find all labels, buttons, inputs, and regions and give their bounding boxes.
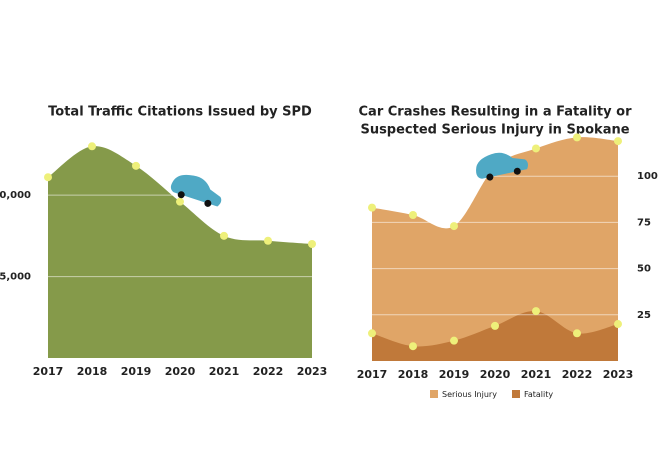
x-tick-label: 2017 (33, 365, 64, 378)
legend-swatch (430, 390, 438, 398)
legend-label: Serious Injury (442, 390, 497, 399)
area (48, 146, 312, 358)
area (372, 311, 618, 361)
legend-label: Fatality (524, 390, 553, 399)
data-point (532, 307, 540, 316)
x-tick-label: 2020 (480, 368, 511, 381)
data-point (409, 211, 417, 220)
area (372, 137, 618, 361)
data-point (614, 320, 622, 329)
chart-title: Car Crashes Resulting in a Fatality or (359, 105, 633, 120)
x-tick-label: 2022 (253, 365, 284, 378)
x-tick-label: 2019 (439, 368, 470, 381)
x-tick-label: 2019 (121, 365, 152, 378)
x-tick-label: 2020 (165, 365, 196, 378)
data-point (176, 197, 184, 206)
y-tick-label: 50 (637, 264, 651, 275)
x-tick-label: 2023 (297, 365, 328, 378)
x-tick-label: 2018 (77, 365, 108, 378)
data-point (220, 231, 228, 240)
y-tick-label: 100 (637, 171, 658, 182)
data-point (532, 144, 540, 153)
plots: Total Traffic Citations Issued by SPD 5,0… (0, 105, 658, 400)
data-point (450, 222, 458, 231)
x-tick-label: 2017 (357, 368, 388, 381)
data-point (573, 133, 581, 142)
x-tick-label: 2023 (603, 368, 634, 381)
x-tick-label: 2018 (398, 368, 429, 381)
data-point (132, 161, 140, 170)
chart-title: Total Traffic Citations Issued by SPD (48, 105, 312, 120)
data-point (44, 173, 52, 182)
x-tick-label: 2022 (562, 368, 593, 381)
legend-swatch (512, 390, 520, 398)
data-point (573, 329, 581, 338)
data-point (88, 142, 96, 151)
data-point (264, 236, 272, 245)
x-tick-label: 2021 (521, 368, 552, 381)
data-point (308, 240, 316, 248)
car-icon (170, 174, 222, 207)
y-tick-label: 75 (637, 217, 651, 228)
data-point (614, 137, 622, 146)
data-point (368, 203, 376, 212)
data-point (409, 342, 417, 351)
x-tick-label: 2021 (209, 365, 240, 378)
data-point (491, 321, 499, 330)
chart-title: Suspected Serious Injury in Spokane (360, 123, 629, 138)
data-point (450, 336, 458, 345)
car-icon (476, 152, 529, 181)
data-point (368, 329, 376, 338)
y-tick-label: 5,000 (0, 272, 31, 283)
y-tick-label: 25 (637, 310, 651, 321)
y-tick-label: 10,000 (0, 190, 31, 201)
